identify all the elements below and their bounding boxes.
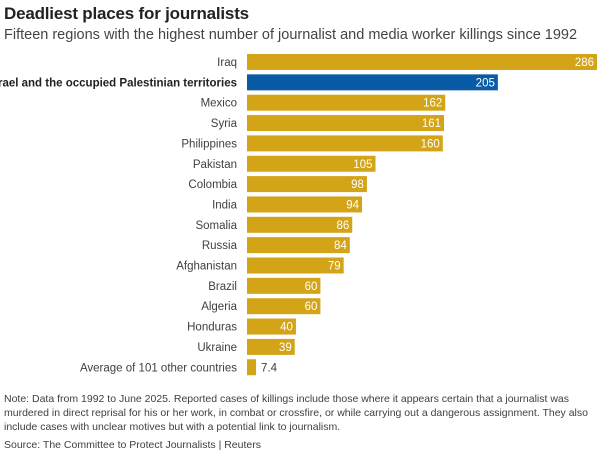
value-label: 162 xyxy=(423,98,442,110)
bar-somalia xyxy=(247,216,353,233)
bar-algeria xyxy=(247,298,321,315)
value-label: 98 xyxy=(351,179,364,191)
category-label: Israel and the occupied Palestinian terr… xyxy=(0,77,237,89)
category-label: Russia xyxy=(202,240,238,252)
category-label: Algeria xyxy=(201,301,237,313)
value-label: 94 xyxy=(346,199,359,211)
value-label: 205 xyxy=(476,77,495,89)
category-label: Brazil xyxy=(208,281,237,293)
category-label: Afghanistan xyxy=(176,261,237,273)
value-label: 84 xyxy=(334,240,347,252)
value-label: 60 xyxy=(305,281,318,293)
bar-brazil xyxy=(247,277,321,294)
bar-india xyxy=(247,196,363,213)
category-label: Average of 101 other countries xyxy=(80,362,237,374)
bar-iraq xyxy=(247,54,597,70)
bars-group: Iraq 286 Israel and the occupied Palestini… xyxy=(0,54,597,376)
category-label: Ukraine xyxy=(197,342,237,354)
value-label: 160 xyxy=(421,138,440,150)
chart-subtitle: Fifteen regions with the highest number … xyxy=(4,27,578,43)
category-label: Honduras xyxy=(187,322,237,334)
value-label: 39 xyxy=(279,342,292,354)
chart-source: Source: The Committee to Protect Journal… xyxy=(4,439,261,451)
category-label: Mexico xyxy=(201,98,237,110)
bar-philippines xyxy=(247,135,443,152)
value-label: 86 xyxy=(336,220,349,232)
bar-ukraine xyxy=(247,338,295,355)
value-label: 105 xyxy=(353,159,372,171)
bar-israel-and-the-occupied-palestinian-territories xyxy=(247,74,498,91)
value-label: 79 xyxy=(328,261,341,273)
bar-russia xyxy=(247,237,350,254)
bar-average-of-101-other-countries xyxy=(247,359,257,376)
bar-pakistan xyxy=(247,155,376,172)
bar-colombia xyxy=(247,176,367,193)
chart-note: Note: Data from 1992 to June 2025. Repor… xyxy=(4,393,588,433)
bar-afghanistan xyxy=(247,257,344,274)
category-label: India xyxy=(212,199,238,211)
value-label: 7.4 xyxy=(261,362,278,374)
category-label: Syria xyxy=(211,118,238,130)
value-label: 60 xyxy=(305,301,318,313)
chart-title: Deadliest places for journalists xyxy=(4,4,249,23)
bar-syria xyxy=(247,115,445,132)
value-label: 40 xyxy=(280,322,293,334)
category-label: Somalia xyxy=(195,220,237,232)
value-label: 286 xyxy=(575,57,594,69)
category-label: Colombia xyxy=(188,179,237,191)
value-label: 161 xyxy=(422,118,441,130)
bar-honduras xyxy=(247,318,296,335)
category-label: Pakistan xyxy=(193,159,237,171)
bar-mexico xyxy=(247,94,446,111)
category-label: Iraq xyxy=(217,57,237,69)
category-label: Philippines xyxy=(181,138,237,150)
bar-chart: Iraq 286 Israel and the occupied Palestini… xyxy=(0,54,597,376)
